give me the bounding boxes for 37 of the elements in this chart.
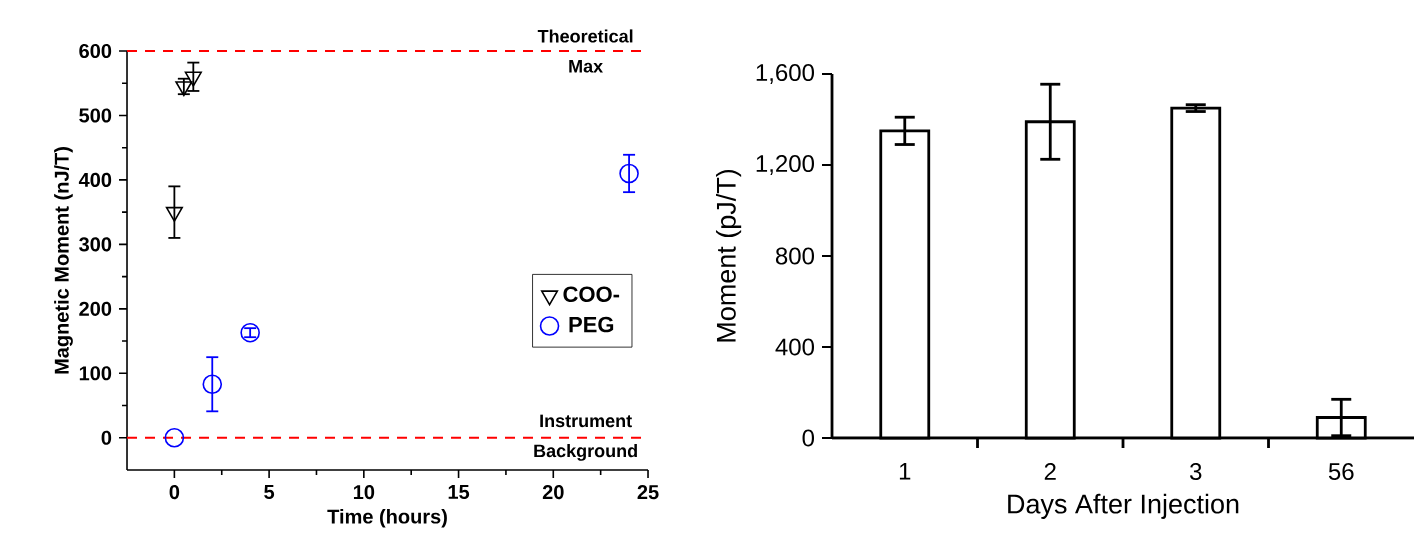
point <box>175 81 193 97</box>
point <box>184 71 202 87</box>
y-tick-label: 1,600 <box>756 64 815 84</box>
x-tick-label: 5 <box>264 485 275 499</box>
point <box>619 163 639 184</box>
y-tick-label: 0 <box>802 429 815 447</box>
point <box>165 206 183 222</box>
x-tick-label: 56 <box>1328 463 1354 481</box>
point <box>202 374 223 395</box>
y-axis-title: Moment (pJ/T) <box>715 169 742 342</box>
y-tick-label: 1,200 <box>756 155 815 175</box>
y-tick-label: 300 <box>79 237 112 252</box>
x-tick-label: 20 <box>542 485 564 500</box>
ref-line-label: Instrument Background <box>534 414 637 461</box>
x-tick-label: 25 <box>637 485 659 500</box>
y-tick-label: 100 <box>79 366 112 381</box>
y-tick-label: 400 <box>78 172 112 187</box>
y-tick-label: 200 <box>79 301 112 316</box>
x-tick-label: 0 <box>169 485 180 500</box>
y-tick-label: 0 <box>101 430 112 445</box>
y-tick-label: 600 <box>79 43 112 59</box>
y-tick-label: 400 <box>775 338 815 356</box>
ref-line-label: Theoretical Max <box>537 29 633 73</box>
legend-label: PEG <box>569 316 614 333</box>
x-axis-title: Time (hours) <box>327 508 447 528</box>
y-tick-label: 800 <box>775 247 815 265</box>
x-axis-title: Days After Injection <box>1008 493 1239 519</box>
y-tick-label: 500 <box>79 108 112 123</box>
point <box>164 427 185 448</box>
x-tick-label: 1 <box>899 463 911 480</box>
x-tick-label: 10 <box>353 485 375 500</box>
legend-label: COO- <box>563 286 620 302</box>
x-tick-label: 15 <box>448 485 470 499</box>
x-tick-label: 2 <box>1044 463 1056 480</box>
x-tick-label: 3 <box>1190 463 1202 481</box>
y-axis-title: Magnetic Moment (nJ/T) <box>54 147 73 374</box>
point <box>240 322 260 343</box>
